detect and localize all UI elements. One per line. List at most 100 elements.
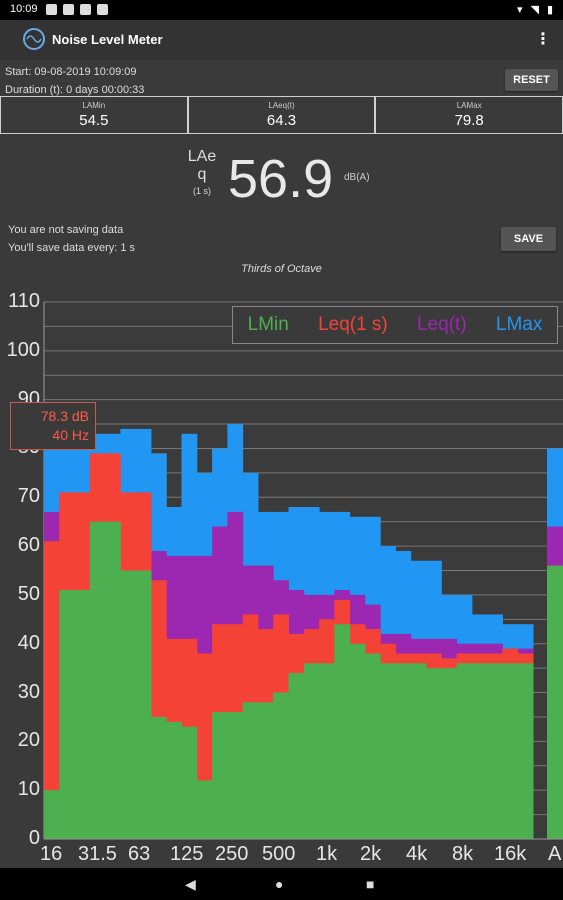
current-label-line1: LAe bbox=[187, 148, 217, 165]
app-bar: Noise Level Meter ⋮ bbox=[0, 20, 563, 60]
tooltip-frequency: 40 Hz bbox=[52, 427, 89, 443]
reset-button[interactable]: RESET bbox=[505, 69, 558, 91]
app-notification-icon bbox=[97, 4, 108, 15]
start-time: Start: 09-08-2019 10:09:09 bbox=[5, 66, 137, 78]
x-tick-label: 500 bbox=[262, 843, 296, 865]
app-notification-icon bbox=[63, 4, 74, 15]
settings-notification-icon bbox=[46, 4, 57, 15]
bar-lmin bbox=[410, 663, 427, 839]
system-icons: ▾ ◥ ▮ bbox=[517, 3, 553, 16]
stat-lamax: LAMax 79.8 bbox=[375, 96, 563, 134]
current-label-line3: (1 s) bbox=[193, 186, 211, 196]
bar-lmin bbox=[89, 521, 106, 839]
wifi-icon: ◥ bbox=[530, 4, 539, 16]
navigation-bar: ◀ ● ■ bbox=[0, 868, 563, 900]
x-tick-label: 63 bbox=[128, 843, 151, 865]
x-tick-label: 2k bbox=[360, 843, 382, 865]
y-tick-label: 10 bbox=[17, 778, 40, 801]
bar-lmin bbox=[212, 712, 228, 839]
chart-caption: Thirds of Octave bbox=[241, 263, 322, 275]
battery-icon: ▮ bbox=[546, 4, 553, 16]
bar-lmin bbox=[150, 716, 167, 839]
x-tick-label: 16 bbox=[40, 843, 63, 865]
duration: Duration (t): 0 days 00:00:33 bbox=[5, 84, 145, 96]
bar-lmin bbox=[181, 726, 198, 839]
overflow-menu-icon[interactable]: ⋮ bbox=[535, 31, 551, 48]
x-tick-label: 4k bbox=[406, 843, 428, 865]
notification-icons bbox=[46, 4, 108, 15]
legend-lmax: LMax bbox=[495, 314, 543, 335]
bar-lmin bbox=[426, 668, 442, 839]
bar-lmin bbox=[303, 663, 320, 839]
bar-lmin bbox=[105, 521, 121, 839]
y-tick-label: 0 bbox=[28, 827, 40, 849]
bar-lmin bbox=[547, 565, 563, 839]
stat-value: 64.3 bbox=[266, 112, 297, 129]
bar-lmin bbox=[288, 673, 305, 839]
y-tick-label: 50 bbox=[17, 582, 40, 605]
bar-lmin bbox=[273, 692, 289, 839]
current-level-label: LAe q (1 s) bbox=[184, 148, 220, 196]
bar-lmin bbox=[227, 712, 244, 839]
bar-lmin bbox=[242, 702, 259, 839]
save-button[interactable]: SAVE bbox=[501, 227, 556, 251]
bar-lmin bbox=[196, 780, 213, 839]
bar-lmin bbox=[395, 663, 412, 839]
x-tick-label: 8k bbox=[452, 843, 474, 865]
bar-lmin bbox=[471, 663, 488, 839]
stat-value: 79.8 bbox=[454, 112, 484, 129]
app-notification-icon bbox=[80, 4, 91, 15]
octave-chart[interactable] bbox=[0, 0, 563, 870]
bar-lmin bbox=[59, 590, 76, 839]
app-logo-icon bbox=[23, 28, 45, 50]
legend-leq-1s: Leq(1 s) bbox=[318, 314, 388, 335]
saving-interval: You'll save data every: 1 s bbox=[8, 242, 136, 254]
bar-lmin bbox=[120, 570, 137, 839]
bar-lmin bbox=[319, 663, 335, 839]
y-tick-label: 60 bbox=[17, 534, 40, 557]
y-tick-label: 20 bbox=[17, 729, 40, 752]
y-tick-label: 110 bbox=[8, 290, 40, 312]
bar-lmin bbox=[166, 721, 183, 839]
x-tick-label: 250 bbox=[215, 843, 249, 865]
legend-leq-t: Leq(t) bbox=[417, 314, 467, 335]
y-tick-label: 30 bbox=[17, 680, 40, 703]
y-tick-label: 70 bbox=[17, 485, 40, 508]
stat-label: LAMax bbox=[456, 101, 482, 110]
bar-lmin bbox=[456, 663, 473, 839]
bar-lmin bbox=[135, 570, 152, 839]
status-time: 10:09 bbox=[10, 3, 38, 15]
home-icon[interactable]: ● bbox=[275, 876, 284, 892]
status-bar: 10:09 ▾ ◥ ▮ bbox=[0, 0, 563, 20]
bar-lmin bbox=[502, 663, 519, 839]
x-tick-label: 16k bbox=[494, 843, 527, 865]
stat-laeq: LAeq(t) 64.3 bbox=[187, 96, 376, 134]
y-tick-label: 100 bbox=[6, 338, 40, 361]
bar-tooltip: 78.3 dB 40 Hz bbox=[10, 402, 96, 450]
bar-lmin bbox=[380, 663, 396, 839]
tooltip-value: 78.3 dB bbox=[40, 408, 89, 424]
bar-lmin bbox=[517, 663, 534, 839]
current-label-line2: q bbox=[197, 166, 207, 183]
bar-lmin bbox=[334, 624, 351, 839]
stat-lamin: LAMin 54.5 bbox=[0, 96, 188, 134]
recents-icon[interactable]: ■ bbox=[366, 876, 375, 892]
bar-lmin bbox=[257, 702, 274, 839]
back-icon[interactable]: ◀ bbox=[185, 876, 196, 892]
stats-row: LAMin 54.5 LAeq(t) 64.3 LAMax 79.8 bbox=[0, 96, 563, 134]
legend-lmin: LMin bbox=[247, 314, 289, 335]
bar-lmin bbox=[74, 590, 91, 839]
stat-label: LAMin bbox=[82, 101, 106, 110]
chart-legend: LMin Leq(1 s) Leq(t) LMax bbox=[232, 306, 558, 344]
current-level-value: 56.9 bbox=[228, 149, 334, 209]
bar-lmin bbox=[441, 668, 458, 839]
location-icon: ▾ bbox=[516, 4, 523, 16]
stat-label: LAeq(t) bbox=[268, 101, 295, 110]
x-tick-label: A bbox=[548, 843, 562, 865]
y-tick-label: 40 bbox=[17, 631, 40, 654]
bar-lmin bbox=[44, 790, 60, 839]
stat-value: 54.5 bbox=[79, 112, 109, 129]
bar-lmin bbox=[364, 653, 381, 839]
current-level-unit: dB(A) bbox=[344, 172, 370, 183]
bar-lmin bbox=[487, 663, 503, 839]
